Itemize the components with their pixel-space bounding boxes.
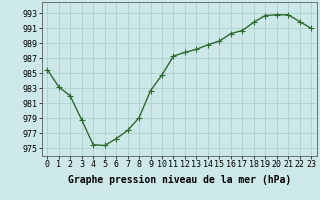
X-axis label: Graphe pression niveau de la mer (hPa): Graphe pression niveau de la mer (hPa) (68, 175, 291, 185)
